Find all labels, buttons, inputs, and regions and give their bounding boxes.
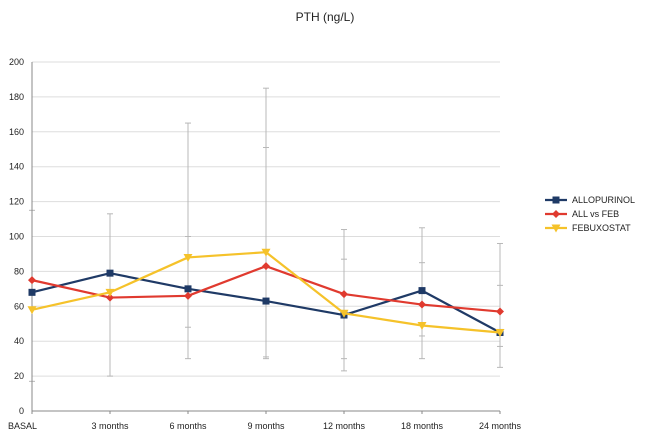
data-point-allopurinol xyxy=(106,269,114,277)
legend-marker-allopurinol xyxy=(552,196,560,204)
legend: ALLOPURINOL ALL vs FEB FEBUXOSTAT xyxy=(545,195,635,233)
x-tick-label: 24 months xyxy=(479,421,522,431)
x-tick-label: 12 months xyxy=(323,421,366,431)
legend-marker-febuxostat xyxy=(551,224,561,233)
chart-title: PTH (ng/L) xyxy=(295,10,355,24)
data-point-febuxostat xyxy=(183,253,193,262)
y-tick-label: 200 xyxy=(9,57,24,67)
x-tick-label: 6 months xyxy=(169,421,207,431)
axes: 0 20 40 60 80 100 120 140 160 180 200 BASAL 3 months… xyxy=(8,57,522,431)
data-point-all-vs-feb xyxy=(340,290,348,299)
data-point-allopurinol xyxy=(418,287,426,295)
x-tick-label: 3 months xyxy=(91,421,129,431)
data-point-febuxostat xyxy=(27,306,37,315)
data-point-all-vs-feb xyxy=(106,293,114,302)
data-point-allopurinol xyxy=(262,297,270,305)
x-tick-label: 18 months xyxy=(401,421,444,431)
y-tick-label: 60 xyxy=(14,301,24,311)
legend-label-allopurinol: ALLOPURINOL xyxy=(572,195,635,205)
data-point-febuxostat xyxy=(261,248,271,257)
y-tick-label: 120 xyxy=(9,197,24,207)
legend-label-all-vs-feb: ALL vs FEB xyxy=(572,209,619,219)
y-tick-label: 100 xyxy=(9,232,24,242)
data-point-all-vs-feb xyxy=(496,307,504,316)
legend-label-febuxostat: FEBUXOSTAT xyxy=(572,223,631,233)
y-tick-label: 80 xyxy=(14,266,24,276)
y-tick-label: 160 xyxy=(9,127,24,137)
y-tick-label: 40 xyxy=(14,336,24,346)
data-point-all-vs-feb xyxy=(262,262,270,271)
y-tick-label: 180 xyxy=(9,92,24,102)
data-point-febuxostat xyxy=(495,328,505,337)
data-point-febuxostat xyxy=(339,309,349,318)
data-point-allopurinol xyxy=(28,288,36,296)
data-point-febuxostat xyxy=(417,321,427,330)
y-tick-label: 140 xyxy=(9,162,24,172)
x-tick-label: 9 months xyxy=(247,421,285,431)
data-point-all-vs-feb xyxy=(28,276,36,285)
series-lines xyxy=(27,248,505,337)
y-tick-label: 0 xyxy=(19,406,24,416)
data-point-febuxostat xyxy=(105,288,115,297)
data-point-allopurinol xyxy=(184,285,192,293)
data-point-all-vs-feb xyxy=(418,300,426,309)
x-tick-label: BASAL xyxy=(8,421,37,431)
legend-marker-all-vs-feb xyxy=(552,210,560,218)
y-tick-label: 20 xyxy=(14,371,24,381)
data-point-all-vs-feb xyxy=(184,291,192,300)
